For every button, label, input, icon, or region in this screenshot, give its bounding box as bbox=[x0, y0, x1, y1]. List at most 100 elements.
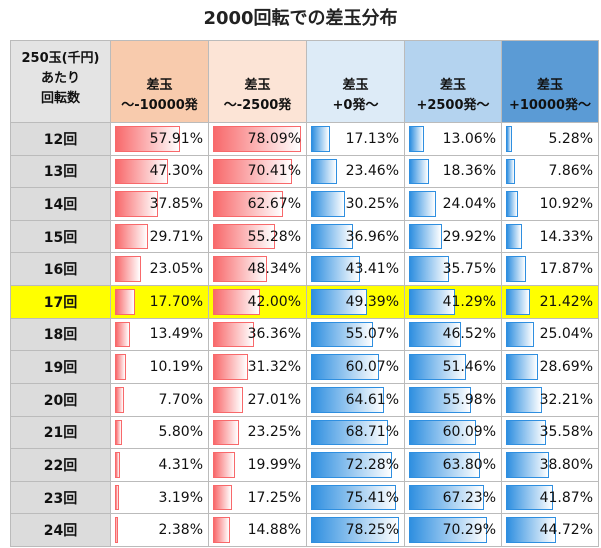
value-cell: 31.32% bbox=[209, 351, 307, 384]
value-cell: 35.58% bbox=[502, 416, 599, 450]
value-text: 62.67% bbox=[247, 196, 301, 213]
value-text: 70.41% bbox=[247, 163, 301, 180]
data-bar bbox=[213, 517, 230, 543]
data-bar bbox=[409, 419, 476, 446]
value-cell: 30.25% bbox=[307, 188, 405, 221]
row-label: 13回 bbox=[11, 155, 111, 189]
value-text: 70.29% bbox=[442, 522, 496, 539]
value-cell: 14.88% bbox=[209, 514, 307, 547]
value-cell: 68.71% bbox=[307, 416, 405, 450]
data-bar bbox=[115, 256, 141, 283]
data-bar bbox=[213, 386, 244, 413]
value-text: 67.23% bbox=[442, 489, 496, 506]
value-text: 78.25% bbox=[345, 522, 399, 539]
data-bar bbox=[115, 452, 120, 478]
table: 250玉(千円) あたり 回転数 差玉 ～-10000発 差玉 ～-2500発 差玉 +0発～差… bbox=[10, 40, 599, 547]
value-cell: 17.25% bbox=[209, 481, 307, 515]
value-cell: 23.46% bbox=[307, 155, 405, 189]
value-text: 31.32% bbox=[247, 359, 301, 376]
data-bar bbox=[506, 158, 515, 185]
value-cell: 27.01% bbox=[209, 383, 307, 417]
value-text: 35.75% bbox=[442, 261, 496, 278]
value-cell: 36.36% bbox=[209, 318, 307, 352]
data-bar bbox=[409, 321, 461, 348]
value-cell: 3.19% bbox=[111, 481, 209, 515]
data-bar bbox=[213, 158, 293, 185]
data-bar bbox=[409, 386, 472, 413]
row-label: 20回 bbox=[11, 383, 111, 417]
value-cell: 70.41% bbox=[209, 155, 307, 189]
value-cell: 21.42% bbox=[502, 286, 599, 319]
value-text: 57.91% bbox=[149, 130, 203, 147]
value-text: 55.28% bbox=[247, 228, 301, 245]
value-cell: 10.19% bbox=[111, 351, 209, 384]
header-text: ～-2500発 bbox=[223, 98, 292, 113]
data-bar bbox=[115, 321, 131, 348]
value-text: 3.19% bbox=[158, 489, 203, 506]
header-cell: 250玉(千円) あたり 回転数 bbox=[11, 41, 111, 123]
value-cell: 29.92% bbox=[405, 220, 502, 254]
value-cell: 78.09% bbox=[209, 123, 307, 156]
value-text: 29.71% bbox=[149, 228, 203, 245]
value-text: 41.29% bbox=[442, 293, 496, 310]
header-cell: 差玉 +2500発～ bbox=[405, 41, 502, 123]
value-text: 17.13% bbox=[345, 130, 399, 147]
value-cell: 13.49% bbox=[111, 318, 209, 352]
row-label: 24回 bbox=[11, 514, 111, 547]
value-text: 25.04% bbox=[539, 326, 593, 343]
value-cell: 72.28% bbox=[307, 449, 405, 482]
data-bar bbox=[115, 517, 118, 543]
value-text: 60.09% bbox=[442, 424, 496, 441]
row-label: 15回 bbox=[11, 220, 111, 254]
value-cell: 62.67% bbox=[209, 188, 307, 221]
value-text: 29.92% bbox=[442, 228, 496, 245]
value-text: 14.88% bbox=[247, 522, 301, 539]
value-text: 68.71% bbox=[345, 424, 399, 441]
value-text: 23.05% bbox=[149, 261, 203, 278]
data-bar bbox=[506, 126, 512, 152]
data-bar bbox=[311, 452, 393, 478]
row-label: 17回 bbox=[11, 286, 111, 319]
value-cell: 5.28% bbox=[502, 123, 599, 156]
row-label: 21回 bbox=[11, 416, 111, 450]
data-bar bbox=[506, 354, 538, 380]
row-label: 14回 bbox=[11, 188, 111, 221]
value-text: 5.80% bbox=[158, 424, 203, 441]
data-bar bbox=[409, 158, 430, 185]
data-bar bbox=[409, 354, 467, 380]
value-text: 44.72% bbox=[539, 522, 593, 539]
value-text: 48.34% bbox=[247, 261, 301, 278]
data-bar bbox=[311, 386, 384, 413]
data-bar bbox=[213, 191, 284, 217]
value-cell: 17.70% bbox=[111, 286, 209, 319]
data-bar bbox=[311, 354, 379, 380]
value-cell: 57.91% bbox=[111, 123, 209, 156]
value-cell: 41.87% bbox=[502, 481, 599, 515]
value-text: 2.38% bbox=[158, 522, 203, 539]
value-text: 32.21% bbox=[539, 391, 593, 408]
data-bar bbox=[506, 386, 542, 413]
data-bar bbox=[213, 484, 233, 511]
data-bar bbox=[506, 321, 534, 348]
data-bar bbox=[311, 223, 353, 250]
value-text: 55.98% bbox=[442, 391, 496, 408]
value-cell: 17.87% bbox=[502, 253, 599, 287]
value-cell: 51.46% bbox=[405, 351, 502, 384]
value-cell: 7.70% bbox=[111, 383, 209, 417]
value-cell: 19.99% bbox=[209, 449, 307, 482]
data-bar bbox=[506, 223, 522, 250]
value-cell: 24.04% bbox=[405, 188, 502, 221]
value-cell: 5.80% bbox=[111, 416, 209, 450]
value-text: 36.36% bbox=[247, 326, 301, 343]
value-cell: 28.69% bbox=[502, 351, 599, 384]
data-bar bbox=[213, 321, 254, 348]
value-text: 5.28% bbox=[548, 130, 593, 147]
value-cell: 70.29% bbox=[405, 514, 502, 547]
data-bar bbox=[213, 256, 268, 283]
data-bar bbox=[311, 517, 399, 543]
value-text: 63.80% bbox=[442, 456, 496, 473]
header-cell: 差玉 +10000発～ bbox=[502, 41, 599, 123]
header-text: 回転数 bbox=[40, 90, 80, 106]
value-cell: 23.25% bbox=[209, 416, 307, 450]
value-cell: 42.00% bbox=[209, 286, 307, 319]
